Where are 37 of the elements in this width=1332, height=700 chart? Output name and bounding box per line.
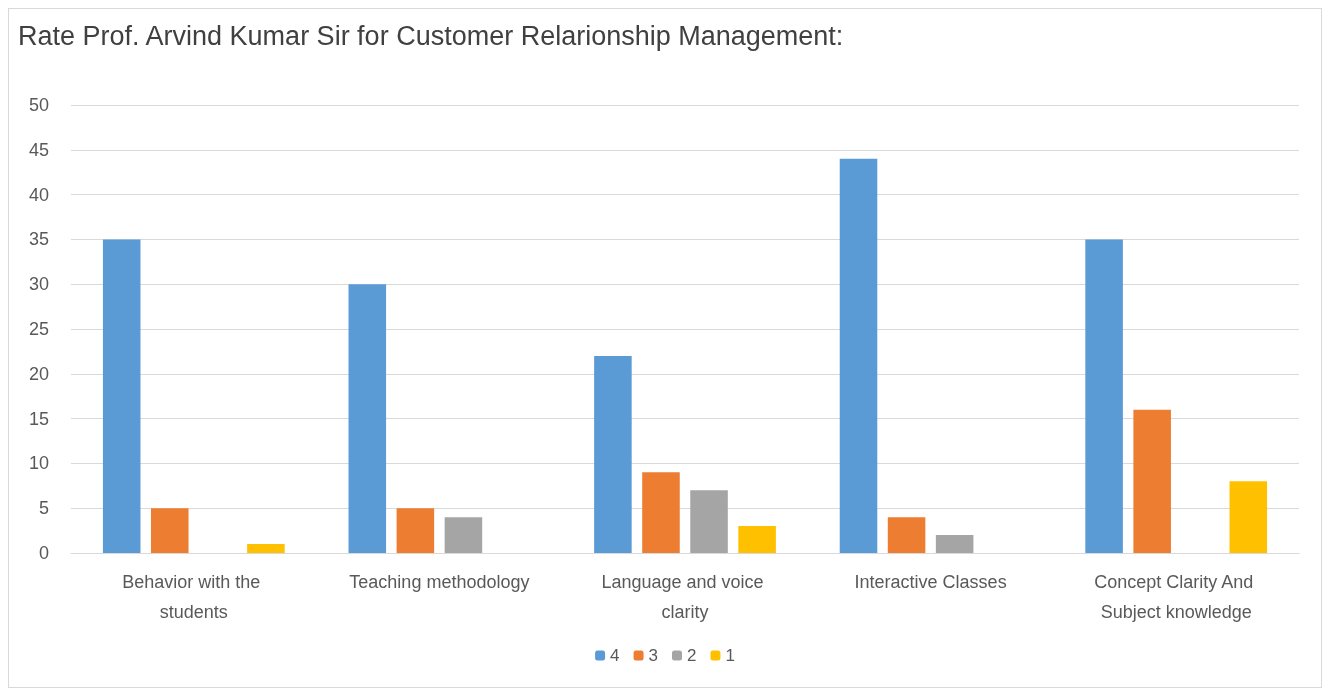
- bar: [348, 284, 387, 553]
- chart-title: Rate Prof. Arvind Kumar Sir for Customer Relarionship Management:: [18, 20, 844, 51]
- y-tick-label: 35: [28, 229, 49, 250]
- y-tick-label: 30: [28, 274, 49, 295]
- y-tick-label: 5: [38, 498, 49, 519]
- bar: [690, 490, 728, 553]
- bar: [594, 355, 632, 553]
- y-tick-label: 50: [28, 95, 49, 115]
- y-tick-label: 0: [38, 543, 49, 563]
- x-tick-label: Teaching methodology: [349, 572, 530, 592]
- x-tick-label: Language and voice clarity: [601, 572, 769, 622]
- y-tick-label: 15: [28, 408, 49, 429]
- y-tick-label: 20: [28, 363, 49, 384]
- bar: [247, 544, 285, 553]
- bar: [1133, 409, 1171, 553]
- legend-label: 1: [725, 646, 735, 665]
- bar: [887, 517, 926, 553]
- y-tick-label: 45: [28, 139, 49, 160]
- y-tick-label: 25: [28, 319, 49, 339]
- bar: [1085, 239, 1123, 553]
- y-tick-label: 10: [28, 453, 49, 474]
- bar: [839, 158, 878, 553]
- bar: [642, 472, 680, 553]
- bar: [935, 535, 974, 553]
- x-tick-label: Concept Clarity And Subject knowledge: [1094, 572, 1259, 622]
- x-tick-label: Behavior with the students: [122, 572, 266, 622]
- x-tick-label: Interactive Classes: [854, 572, 1007, 592]
- bar: [738, 526, 776, 553]
- bar: [444, 517, 483, 553]
- legend-label: 3: [648, 646, 659, 665]
- bar: [1229, 481, 1268, 553]
- bar: [396, 508, 435, 553]
- y-tick-label: 40: [28, 184, 49, 205]
- legend-label: 4: [610, 646, 620, 665]
- bar: [150, 508, 189, 553]
- legend-label: 2: [687, 646, 697, 665]
- bar: [102, 239, 141, 553]
